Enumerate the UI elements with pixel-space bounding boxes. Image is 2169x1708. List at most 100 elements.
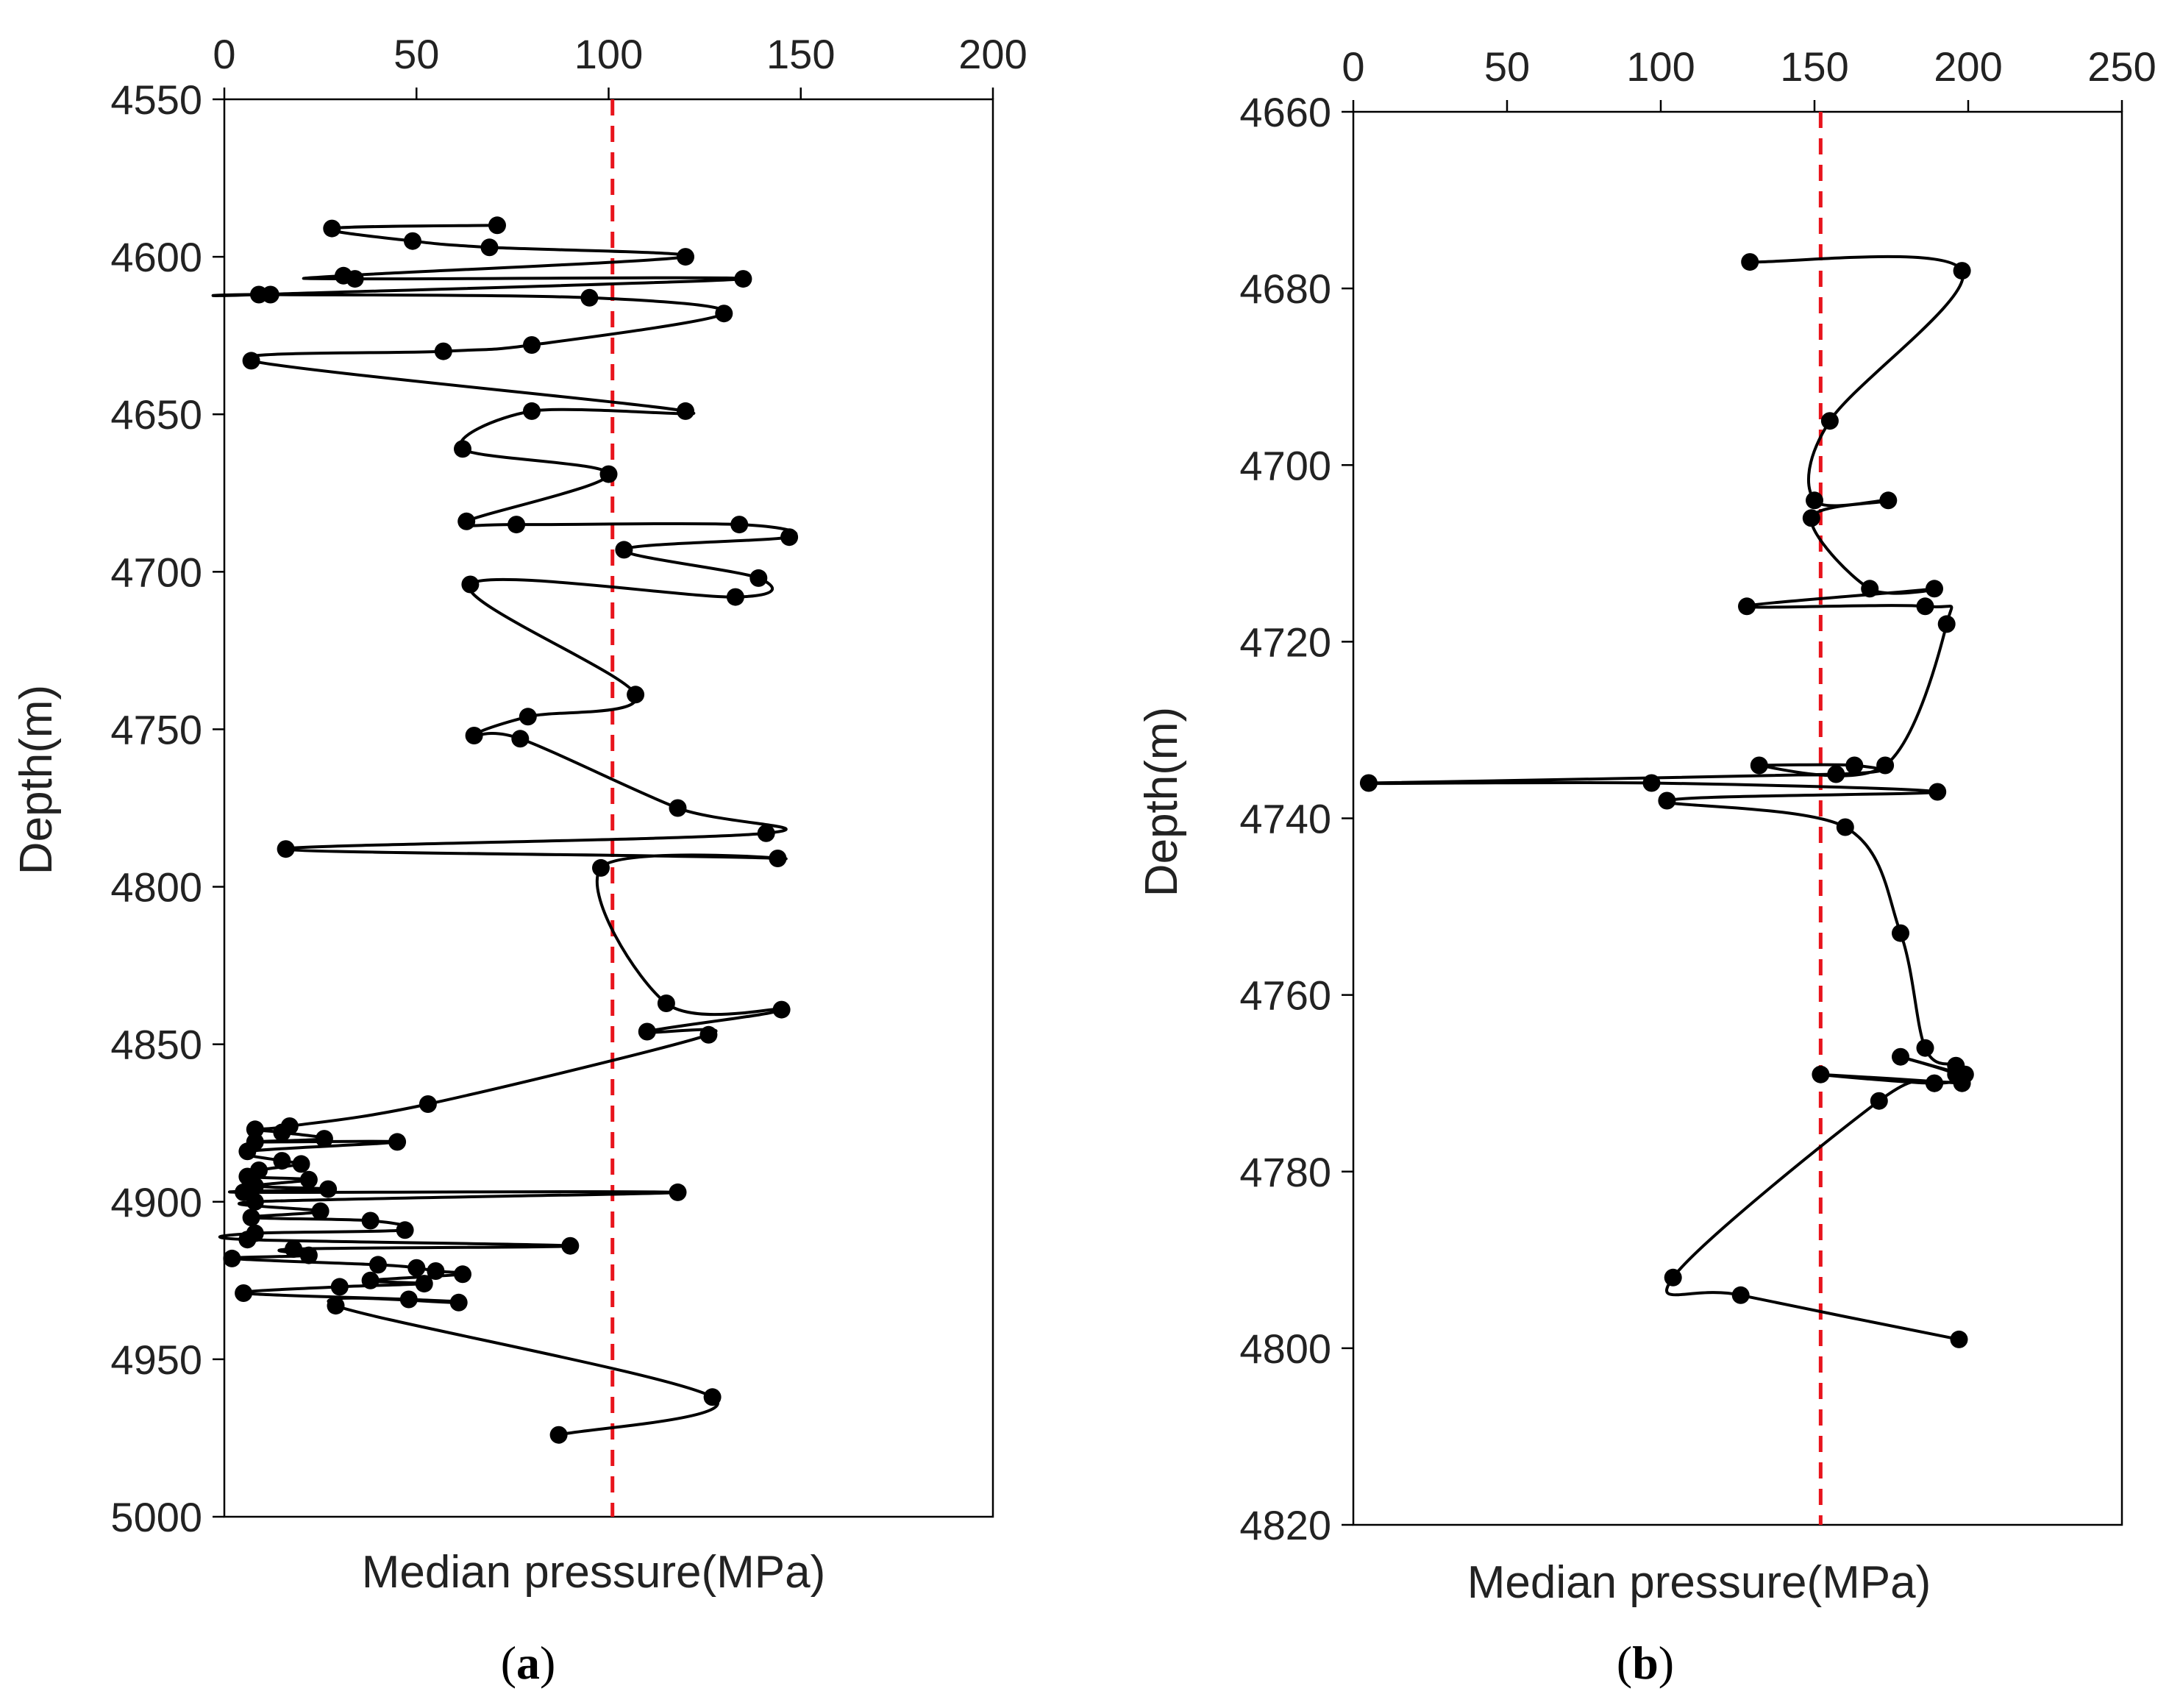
data-point-b [1876,756,1895,775]
x-tick-label-a: 50 [393,31,439,77]
data-point-a [749,569,768,587]
y-tick-label-b: 4720 [1239,619,1331,665]
data-point-a [488,216,506,235]
data-point-b [1916,597,1934,616]
x-tick-label-a: 150 [766,31,835,77]
data-point-a [238,1231,257,1249]
data-point-a [454,440,471,458]
x-tick-label-b: 50 [1484,43,1530,90]
data-point-a [757,824,775,842]
y-tick-label-b: 4760 [1239,972,1331,1019]
data-point-a [327,1297,345,1315]
data-point-a [703,1388,722,1406]
data-point-a [769,850,787,867]
data-point-a [669,799,687,817]
data-point-a [549,1426,568,1444]
y-tick-label-a: 4550 [110,76,202,123]
data-point-a [677,402,694,420]
data-point-a [292,1155,310,1173]
x-tick-label-b: 100 [1626,43,1695,90]
data-point-a [369,1256,387,1274]
data-point-a [242,352,260,370]
chart-panel-b: Median pressure(MPa) Depth(m) (b) 0 50 100… [1136,43,2156,1689]
panel-label-b: (b) [1617,1637,1674,1689]
data-point-a [235,1284,253,1302]
data-point-a [323,219,341,238]
data-point-a [273,1123,291,1142]
data-point-a [580,288,599,307]
x-tick-label-b: 150 [1780,43,1848,90]
data-point-b [1642,774,1661,792]
x-axis-title-b: Median pressure(MPa) [1467,1557,1931,1608]
y-tick-label-a: 4900 [110,1179,202,1225]
panel-label-a: (a) [501,1637,556,1689]
data-point-a [404,232,421,250]
data-point-a [415,1275,433,1293]
data-point-a [238,1142,257,1161]
data-point-a [699,1025,718,1044]
y-tick-label-a: 4750 [110,706,202,752]
data-point-a [638,1022,656,1041]
data-point-a [480,238,499,257]
data-point-a [615,541,633,559]
data-point-a [511,730,530,748]
data-point-a [657,994,675,1012]
y-tick-label-b: 4820 [1239,1502,1331,1548]
data-point-a [277,840,295,858]
series-line-b [1364,255,1970,1341]
data-point-a [592,858,610,877]
data-point-a [780,528,799,547]
y-tick-label-b: 4800 [1239,1326,1331,1372]
data-point-a [507,516,526,534]
y-tick-label-a: 4850 [110,1022,202,1068]
data-point-a [669,1183,687,1201]
data-point-a [361,1271,380,1289]
x-tick-label-b: 200 [1934,43,2002,90]
y-tick-label-a: 4650 [110,391,202,438]
data-point-a [396,1221,414,1239]
data-point-b [1658,791,1676,810]
y-tick-label-b: 4700 [1239,442,1331,488]
x-tick-label-a: 0 [213,31,235,77]
data-point-a [519,708,537,726]
data-point-b [1836,818,1854,836]
data-point-b [1861,580,1879,598]
data-point-b [1928,783,1947,801]
data-point-b [1812,1065,1830,1083]
y-axis-title-a: Depth(m) [11,685,62,875]
data-point-b [1937,615,1956,633]
data-point-a [346,270,364,288]
data-point-a [399,1290,418,1309]
data-point-b [1926,580,1943,598]
data-point-a [449,1293,468,1312]
data-point-b [1916,1039,1934,1057]
data-point-b [1664,1268,1682,1287]
data-point-a [223,1249,241,1267]
data-point-a [407,1259,426,1277]
data-point-b [1953,1074,1971,1092]
data-point-a [427,1262,445,1280]
y-tick-label-a: 4950 [110,1337,202,1383]
data-point-b [1806,491,1823,510]
data-point-a [523,402,541,420]
data-point-a [246,1192,264,1211]
data-point-b [1892,924,1909,942]
data-point-a [434,342,452,360]
y-tick-label-b: 4740 [1239,796,1331,842]
data-point-a [299,1246,318,1264]
y-tick-label-b: 4660 [1239,89,1331,135]
plot-frame-b [1352,110,2123,1526]
y-tick-label-b: 4780 [1239,1149,1331,1195]
y-tick-label-a: 4600 [110,234,202,280]
data-point-a [261,285,279,304]
data-point-a [299,1170,318,1189]
data-point-a [285,1240,303,1258]
data-point-a [627,686,645,704]
data-point-a [730,516,749,534]
data-point-b [1953,262,1971,280]
x-tick-label-b: 250 [2087,43,2156,90]
data-point-a [726,588,744,606]
data-point-a [311,1202,330,1220]
data-point-b [1870,1092,1888,1110]
